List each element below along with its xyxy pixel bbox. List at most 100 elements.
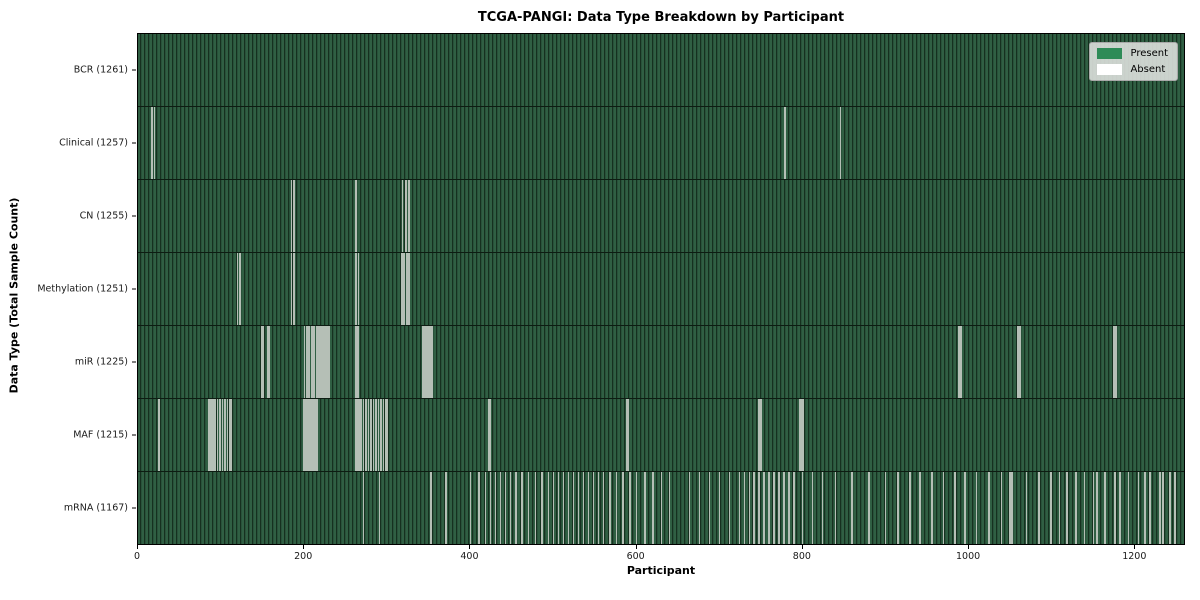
absent-mark [151,107,153,179]
absent-mark [423,326,425,398]
absent-mark [1017,326,1019,398]
absent-mark [478,472,480,544]
absent-mark [380,399,382,471]
absent-mark [431,326,434,398]
absent-mark [743,472,746,544]
absent-mark [429,326,432,398]
absent-mark [268,326,270,398]
absent-mark [375,399,377,471]
absent-mark [1058,472,1061,544]
absent-mark [308,326,311,398]
absent-mark [266,326,269,398]
absent-mark [1113,326,1116,398]
x-tick-mark [635,545,637,549]
absent-mark [788,472,790,544]
absent-mark [293,180,295,252]
absent-mark [1025,472,1028,544]
absent-mark [635,472,638,544]
absent-mark [975,472,978,544]
absent-mark [708,472,711,544]
absent-mark [1083,472,1086,544]
absent-mark [597,472,600,544]
heatmap-row-methylation [138,253,1184,326]
absent-mark [793,472,795,544]
absent-mark [768,472,770,544]
absent-mark [210,399,213,471]
absent-mark [207,399,210,471]
absent-mark [504,472,507,544]
legend-item-present: Present [1097,48,1168,59]
absent-mark [942,472,945,544]
legend-label-present: Present [1130,48,1168,59]
heatmap-row-cn [138,180,1184,253]
absent-mark [534,472,537,544]
absent-mark [509,472,512,544]
x-axis-title: Participant [626,564,696,577]
absent-mark [1008,472,1011,544]
absent-mark [784,107,786,179]
absent-mark [1159,472,1161,544]
absent-mark [867,472,870,544]
absent-mark [1075,472,1077,544]
absent-mark [290,180,293,252]
absent-mark [327,326,329,398]
absent-mark [1137,472,1140,544]
absent-mark [370,399,372,471]
absent-mark [315,326,318,398]
absent-mark [1038,472,1040,544]
absent-mark [310,326,313,398]
absent-mark [484,472,487,544]
absent-mark [356,326,359,398]
absent-mark [309,399,312,471]
absent-mark [567,472,570,544]
absent-mark [834,472,837,544]
absent-mark [660,472,663,544]
absent-mark [959,326,961,398]
absent-mark [323,326,326,398]
absent-mark [629,472,631,544]
absent-mark [758,399,761,471]
y-tick-label: CN (1255) [79,210,128,222]
absent-mark [773,472,775,544]
absent-mark [1050,472,1053,544]
absent-mark [426,326,429,398]
chart-title: TCGA-PANGI: Data Type Breakdown by Parti… [477,10,845,25]
absent-mark [615,472,618,544]
absent-mark [521,472,523,544]
absent-mark [313,399,315,471]
absent-mark [378,472,381,544]
y-tick-mark [132,288,136,290]
absent-mark [308,399,310,471]
y-tick-mark [132,434,136,436]
absent-mark [405,180,407,252]
absent-mark [306,399,308,471]
absent-mark [577,472,580,544]
x-tick-label: 800 [792,551,811,562]
y-tick-mark [132,215,136,217]
legend-item-absent: Absent [1097,64,1168,75]
absent-mark [1174,472,1176,544]
absent-mark [763,472,766,544]
absent-mark [957,326,960,398]
heatmap-rows [138,34,1184,544]
y-tick-mark [132,69,136,71]
y-tick-mark [132,361,136,363]
absent-mark [365,399,367,471]
absent-mark [1115,326,1117,398]
absent-mark [355,253,357,325]
absent-mark [801,472,804,544]
legend-label-absent: Absent [1130,64,1166,75]
absent-mark [408,253,410,325]
absent-mark [839,107,842,179]
absent-mark [408,180,410,252]
absent-mark [403,253,406,325]
absent-mark [1018,326,1021,398]
absent-mark [262,326,265,398]
absent-mark [557,472,560,544]
absent-mark [748,472,751,544]
absent-mark [362,399,365,471]
absent-mark [328,326,331,398]
absent-mark [382,399,385,471]
absent-mark [643,472,646,544]
absent-mark [552,472,555,544]
